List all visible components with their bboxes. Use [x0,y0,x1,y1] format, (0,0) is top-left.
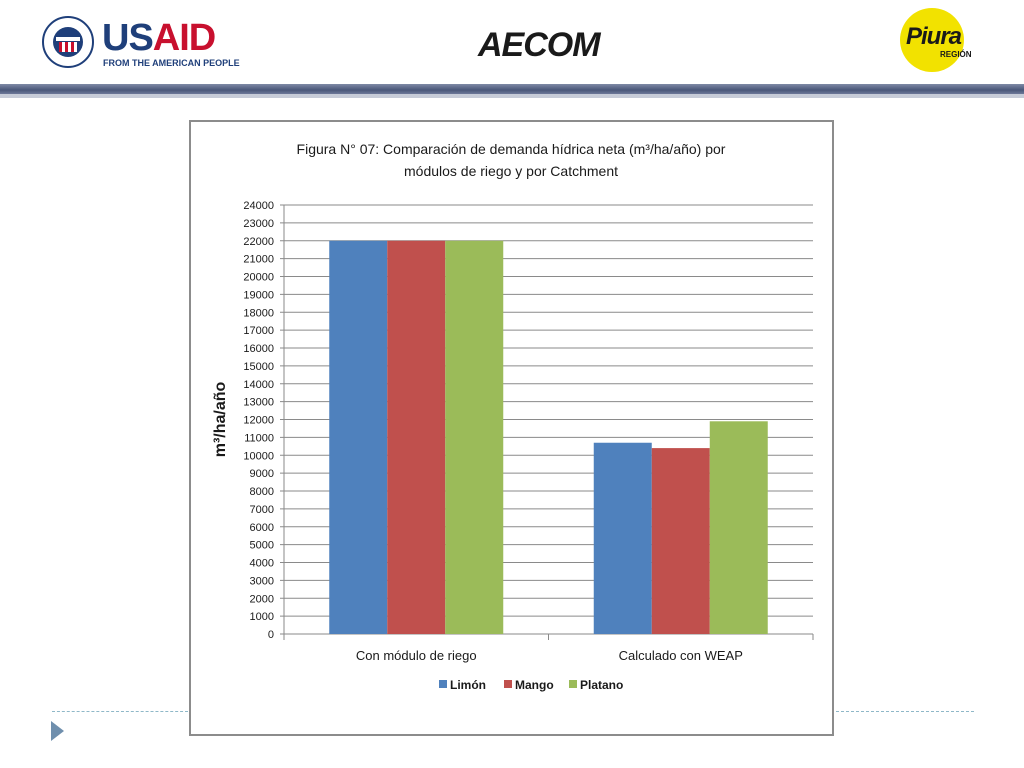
usaid-tagline: FROM THE AMERICAN PEOPLE [103,58,240,68]
y-tick-label: 24000 [243,200,274,212]
legend-swatch-mango [504,680,512,688]
y-tick-label: 14000 [243,379,274,391]
bar-mango [651,448,710,634]
y-tick-label: 1000 [250,611,274,623]
usaid-seal-icon [42,16,94,68]
bar-platano [445,240,504,634]
y-tick-label: 5000 [250,540,274,552]
legend-swatch-platano [569,680,577,688]
y-tick-label: 12000 [243,415,274,427]
piura-circle-icon [900,8,964,72]
y-tick-label: 23000 [243,218,274,230]
y-axis-label: m³/ha/año [212,381,229,457]
piura-subtitle: REGIÓN [940,50,972,59]
y-tick-label: 0 [268,629,274,641]
footer-dashed-line-right [836,711,974,712]
y-tick-label: 6000 [250,522,274,534]
x-tick-label: Calculado con WEAP [619,648,743,663]
y-tick-label: 16000 [243,343,274,355]
y-tick-label: 17000 [243,325,274,337]
usaid-wordmark: USAID [102,17,216,59]
legend-label-platano: Platano [580,678,623,692]
header-divider-bar [0,84,1024,94]
y-tick-label: 21000 [243,254,274,266]
legend-label-mango: Mango [515,678,554,692]
y-tick-label: 22000 [243,236,274,248]
bar-mango [387,240,446,634]
piura-wordmark: Piura [906,23,962,50]
chart-title-line: módulos de riego y por Catchment [404,163,618,179]
y-tick-label: 4000 [250,558,274,570]
bar-platano [709,421,768,634]
chart-frame: Figura N° 07: Comparación de demanda híd… [189,120,834,736]
y-tick-label: 20000 [243,272,274,284]
piura-region-logo: Piura REGIÓN [898,8,988,74]
aecom-logo: AECOM [478,26,601,64]
y-tick-label: 11000 [244,432,274,444]
y-tick-label: 9000 [250,468,274,480]
y-tick-label: 8000 [250,486,274,498]
chart-title-line: Figura N° 07: Comparación de demanda híd… [297,141,726,157]
y-tick-label: 10000 [243,450,274,462]
y-tick-label: 2000 [250,593,274,605]
y-tick-label: 19000 [243,289,274,301]
x-tick-label: Con módulo de riego [356,648,477,663]
slide-header: USAID FROM THE AMERICAN PEOPLE AECOM Piu… [0,0,1024,84]
legend-label-limón: Limón [450,678,486,692]
bar-limón [329,240,388,634]
y-tick-label: 7000 [250,504,274,516]
slide-marker-triangle-icon [51,721,64,741]
bar-limón [593,442,652,634]
footer-dashed-line-left [52,711,188,712]
y-tick-label: 3000 [250,575,274,587]
usaid-logo: USAID FROM THE AMERICAN PEOPLE [42,16,240,72]
legend-swatch-limón [439,680,447,688]
y-tick-label: 13000 [243,397,274,409]
y-tick-label: 18000 [243,307,274,319]
y-tick-label: 15000 [243,361,274,373]
header-divider-shadow [0,94,1024,98]
bar-chart: Figura N° 07: Comparación de demanda híd… [212,141,814,692]
